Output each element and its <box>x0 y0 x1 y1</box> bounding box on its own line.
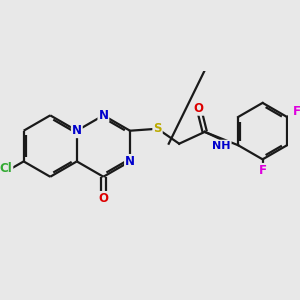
Text: N: N <box>72 124 82 137</box>
Text: NH: NH <box>212 141 231 151</box>
Text: O: O <box>194 102 204 115</box>
Text: S: S <box>153 122 162 135</box>
Text: N: N <box>98 109 108 122</box>
Text: Cl: Cl <box>0 162 12 176</box>
Text: N: N <box>125 155 135 168</box>
Text: F: F <box>259 164 267 177</box>
Text: O: O <box>98 192 108 205</box>
Text: F: F <box>292 105 300 118</box>
